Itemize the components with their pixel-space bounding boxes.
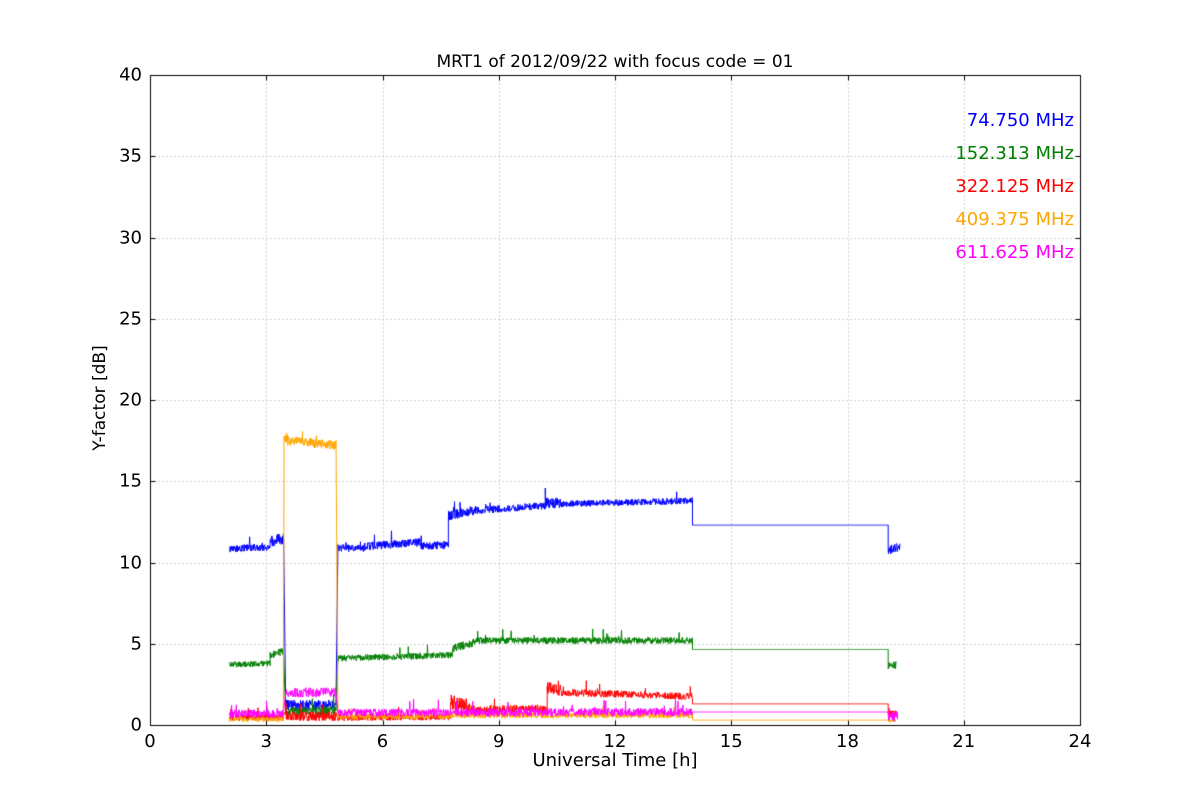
legend-item-611-625-mhz: 611.625 MHz xyxy=(955,242,1074,263)
x-tick-label: 24 xyxy=(1068,731,1092,752)
legend-item-152-313-mhz: 152.313 MHz xyxy=(955,143,1074,164)
x-axis-label: Universal Time [h] xyxy=(532,750,698,771)
x-tick-label: 3 xyxy=(260,731,272,752)
legend-item-74-750-mhz: 74.750 MHz xyxy=(966,110,1074,131)
x-tick-label: 18 xyxy=(836,731,859,752)
legend-item-409-375-mhz: 409.375 MHz xyxy=(955,209,1074,230)
x-tick-label: 21 xyxy=(952,731,976,752)
y-tick-label: 35 xyxy=(119,145,142,167)
y-tick-label: 20 xyxy=(119,389,142,411)
y-tick-label: 5 xyxy=(130,633,142,655)
y-tick-label: 30 xyxy=(119,227,142,248)
legend: 74.750 MHz 152.313 MHz 322.125 MHz 409.3… xyxy=(955,104,1074,269)
x-tick-label: 9 xyxy=(493,731,505,752)
y-tick-label: 15 xyxy=(119,470,142,492)
y-tick-label: 40 xyxy=(119,64,142,86)
x-tick-label: 6 xyxy=(376,731,389,752)
x-tick-label: 0 xyxy=(144,731,156,752)
y-tick-label: 0 xyxy=(130,714,142,736)
legend-item-322-125-mhz: 322.125 MHz xyxy=(955,176,1074,197)
chart-title: MRT1 of 2012/09/22 with focus code = 01 xyxy=(436,52,794,72)
x-tick-label: 12 xyxy=(603,731,627,752)
x-tick-label: 15 xyxy=(719,731,743,752)
y-tick-label: 10 xyxy=(119,552,142,573)
y-tick-label: 25 xyxy=(119,308,142,330)
